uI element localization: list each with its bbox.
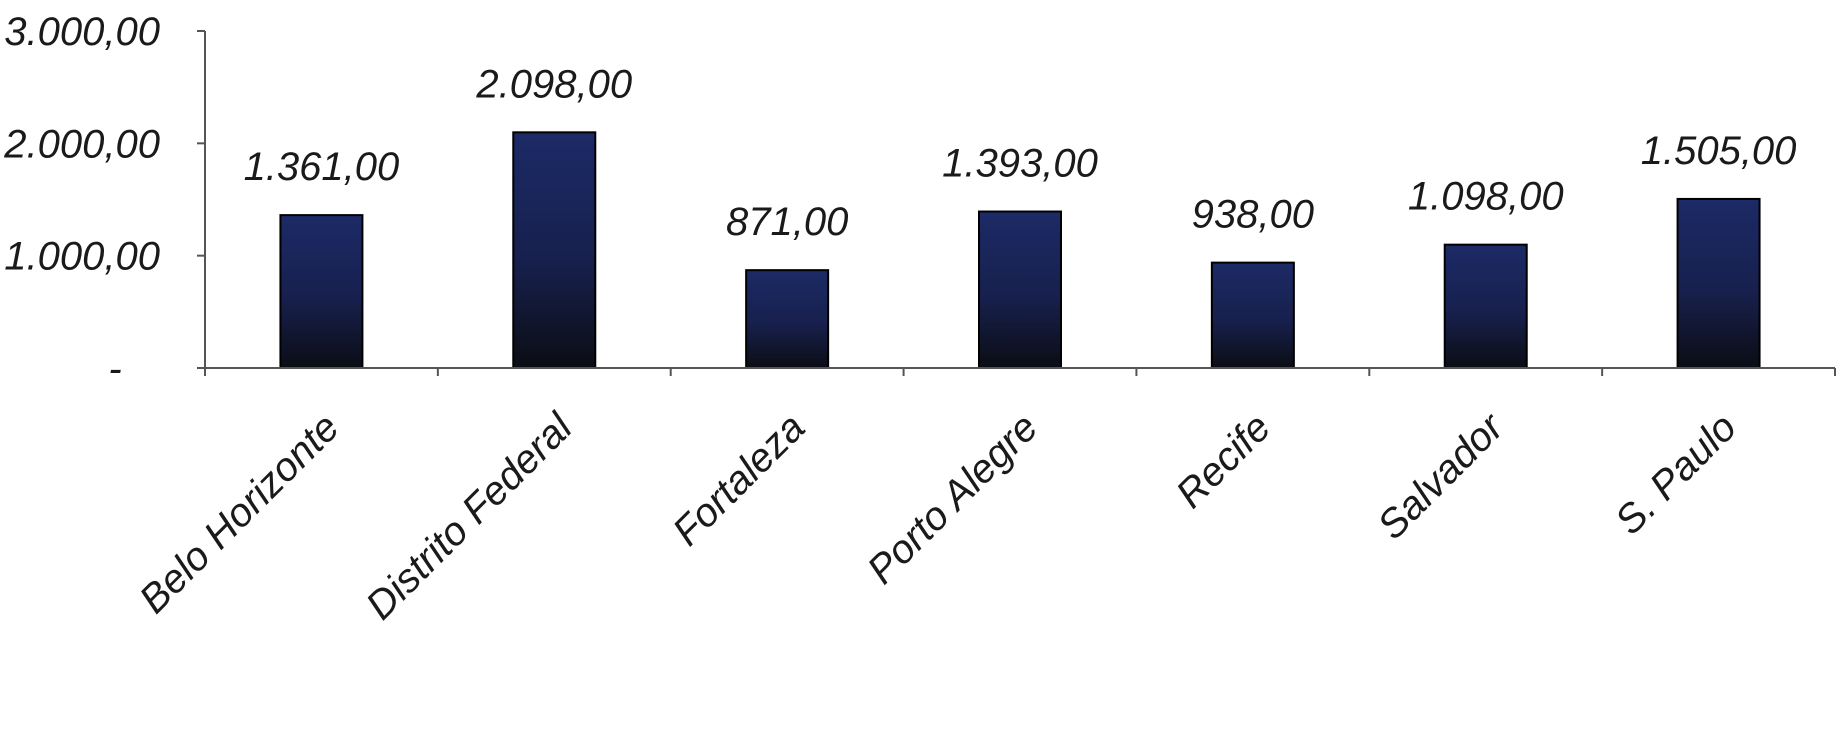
data-label: 871,00: [726, 200, 848, 244]
data-label: 1.393,00: [942, 142, 1098, 186]
y-tick-label: 1.000,00: [4, 235, 160, 279]
bar: [279, 214, 364, 369]
bar: [1443, 243, 1528, 370]
bar: [1676, 197, 1761, 369]
y-axis-ticks: - 1.000,00 2.000,00 3.000,00: [3, 10, 205, 391]
category-label: Salvador: [1369, 404, 1513, 548]
bar: [512, 131, 597, 369]
category-label: Fortaleza: [664, 405, 813, 554]
category-label: Porto Alegre: [859, 405, 1046, 592]
category-label: Recife: [1168, 405, 1279, 516]
bar: [745, 269, 830, 369]
data-labels: 1.361,00 2.098,00 871,00 1.393,00 938,00 1.09…: [244, 62, 1797, 244]
y-tick-label: -: [108, 347, 121, 391]
bar: [978, 210, 1062, 369]
category-label: Belo Horizonte: [131, 405, 348, 622]
x-axis-ticks: [204, 368, 1836, 376]
data-label: 938,00: [1192, 193, 1314, 237]
category-labels: Belo Horizonte Distrito Federal Fortaleza P…: [131, 404, 1745, 628]
data-label: 1.098,00: [1408, 175, 1564, 219]
y-tick-label: 2.000,00: [3, 122, 160, 166]
y-tick-label: 3.000,00: [4, 10, 160, 54]
category-label: S. Paulo: [1607, 405, 1745, 543]
data-label: 1.361,00: [244, 145, 400, 189]
data-label: 2.098,00: [475, 62, 632, 106]
data-label: 1.505,00: [1641, 129, 1797, 173]
bar: [1210, 261, 1295, 370]
category-label: Distrito Federal: [358, 404, 582, 628]
